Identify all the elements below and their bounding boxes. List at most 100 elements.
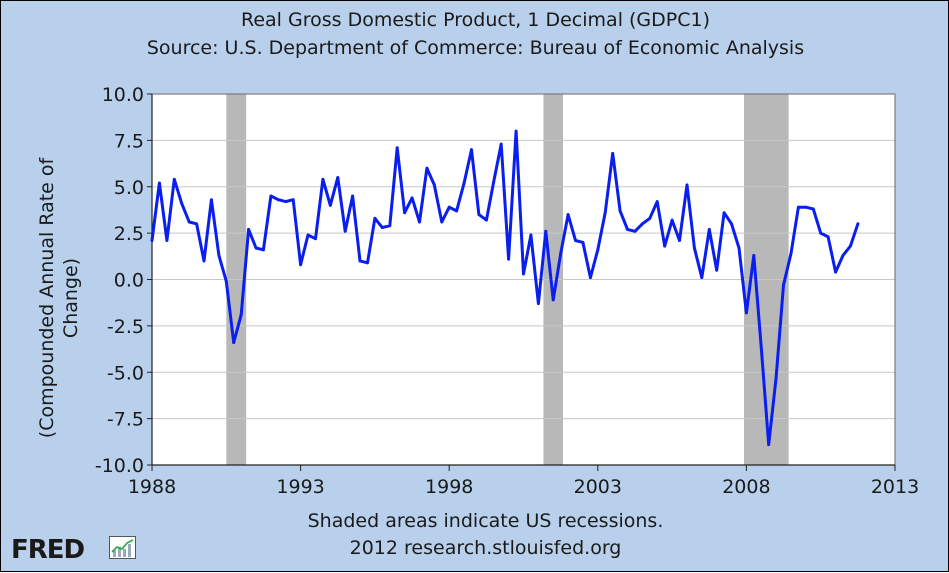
data-point-22 [314, 237, 317, 241]
data-point-69 [663, 244, 667, 248]
data-point-82 [759, 346, 763, 350]
data-point-85 [782, 283, 785, 287]
data-point-32 [388, 224, 392, 228]
data-point-15 [262, 248, 265, 252]
data-point-53 [544, 229, 548, 233]
y-tick-labels: 10.0 7.5 5.0 2.5 0.0 -2.5 -5.0 -7.5 -10.0 [95, 84, 152, 477]
data-point-67 [648, 216, 652, 220]
data-point-50 [522, 272, 525, 276]
data-point-40 [447, 205, 451, 209]
data-point-81 [752, 253, 756, 257]
data-point-74 [700, 276, 704, 280]
data-point-14 [254, 246, 258, 250]
data-point-10 [224, 279, 228, 283]
data-point-12 [239, 313, 243, 317]
x-tick-label-3: 2003 [574, 476, 622, 498]
data-point-33 [395, 146, 399, 150]
data-point-38 [432, 183, 436, 187]
data-point-21 [306, 233, 310, 237]
data-point-13 [247, 228, 250, 231]
data-point-90 [819, 231, 823, 235]
data-point-47 [499, 142, 503, 146]
data-point-48 [507, 257, 511, 261]
y-tick-label-5: -2.5 [107, 316, 144, 338]
data-point-89 [811, 207, 815, 211]
data-point-3 [172, 177, 176, 181]
data-point-62 [611, 151, 615, 155]
data-point-16 [269, 194, 273, 198]
y-tick-label-6: -5.0 [107, 362, 144, 384]
data-point-35 [410, 196, 414, 200]
data-point-68 [655, 200, 659, 203]
data-point-77 [722, 211, 726, 215]
data-point-70 [670, 218, 674, 222]
data-point-46 [492, 179, 496, 183]
data-point-39 [440, 220, 444, 224]
data-point-83 [767, 443, 771, 446]
data-point-93 [841, 253, 845, 257]
data-point-1 [158, 181, 161, 185]
data-point-71 [678, 239, 681, 242]
data-point-34 [403, 211, 407, 215]
data-point-64 [626, 228, 629, 231]
fred-chart-mark-icon [109, 536, 136, 559]
series-layer [150, 129, 860, 447]
data-point-28 [358, 259, 362, 263]
data-point-72 [685, 183, 689, 187]
y-tick-label-7: -7.5 [107, 409, 144, 431]
data-point-84 [774, 376, 778, 380]
data-point-56 [566, 213, 570, 216]
data-point-79 [737, 246, 741, 250]
data-point-76 [715, 268, 719, 272]
x-tick-labels: 1988 1993 1998 2003 2008 2013 [128, 465, 919, 498]
data-point-95 [856, 222, 860, 226]
y-tick-label-1: 7.5 [114, 130, 144, 152]
data-point-26 [343, 229, 347, 233]
data-point-7 [202, 259, 206, 263]
data-point-80 [745, 311, 748, 315]
chart-title: Real Gross Domestic Product, 1 Decimal (… [241, 9, 710, 31]
x-tick-label-5: 2013 [871, 476, 919, 498]
data-point-55 [559, 252, 563, 255]
data-point-78 [730, 222, 733, 226]
data-point-5 [187, 220, 191, 224]
x-tick-label-2: 1998 [425, 476, 473, 498]
data-point-57 [574, 239, 577, 242]
data-point-87 [797, 205, 800, 209]
data-point-59 [588, 276, 592, 280]
data-point-41 [455, 209, 459, 213]
data-point-4 [180, 202, 184, 205]
data-point-91 [826, 235, 830, 239]
x-tick-label-1: 1993 [276, 476, 324, 498]
data-point-30 [373, 216, 377, 220]
data-point-43 [470, 148, 473, 152]
y-tick-label-0: 10.0 [102, 84, 144, 106]
data-point-18 [284, 200, 288, 203]
data-point-23 [321, 177, 325, 181]
data-point-44 [477, 213, 481, 216]
fred-logo: FRED [11, 535, 85, 565]
data-point-20 [299, 263, 302, 267]
data-point-42 [462, 181, 466, 185]
data-point-2 [165, 239, 169, 242]
chart-subtitle: Source: U.S. Department of Commerce: Bur… [146, 37, 805, 59]
data-point-17 [276, 198, 280, 202]
recession-note: Shaded areas indicate US recessions. [307, 510, 664, 532]
data-point-94 [849, 244, 852, 248]
data-point-58 [581, 241, 585, 244]
data-point-37 [425, 166, 429, 170]
data-point-92 [834, 270, 837, 274]
data-point-75 [707, 228, 711, 231]
data-point-36 [418, 220, 421, 224]
y-tick-label-8: -10.0 [95, 455, 144, 477]
data-point-61 [603, 211, 607, 215]
data-point-24 [328, 203, 332, 207]
series-line-0 [150, 129, 860, 447]
y-tick-label-2: 5.0 [114, 177, 144, 199]
x-tick-label-0: 1988 [128, 476, 176, 498]
data-point-29 [366, 261, 369, 265]
credit-text: 2012 research.stlouisfed.org [349, 537, 622, 559]
data-point-27 [351, 194, 355, 198]
y-tick-label-3: 2.5 [114, 223, 144, 245]
